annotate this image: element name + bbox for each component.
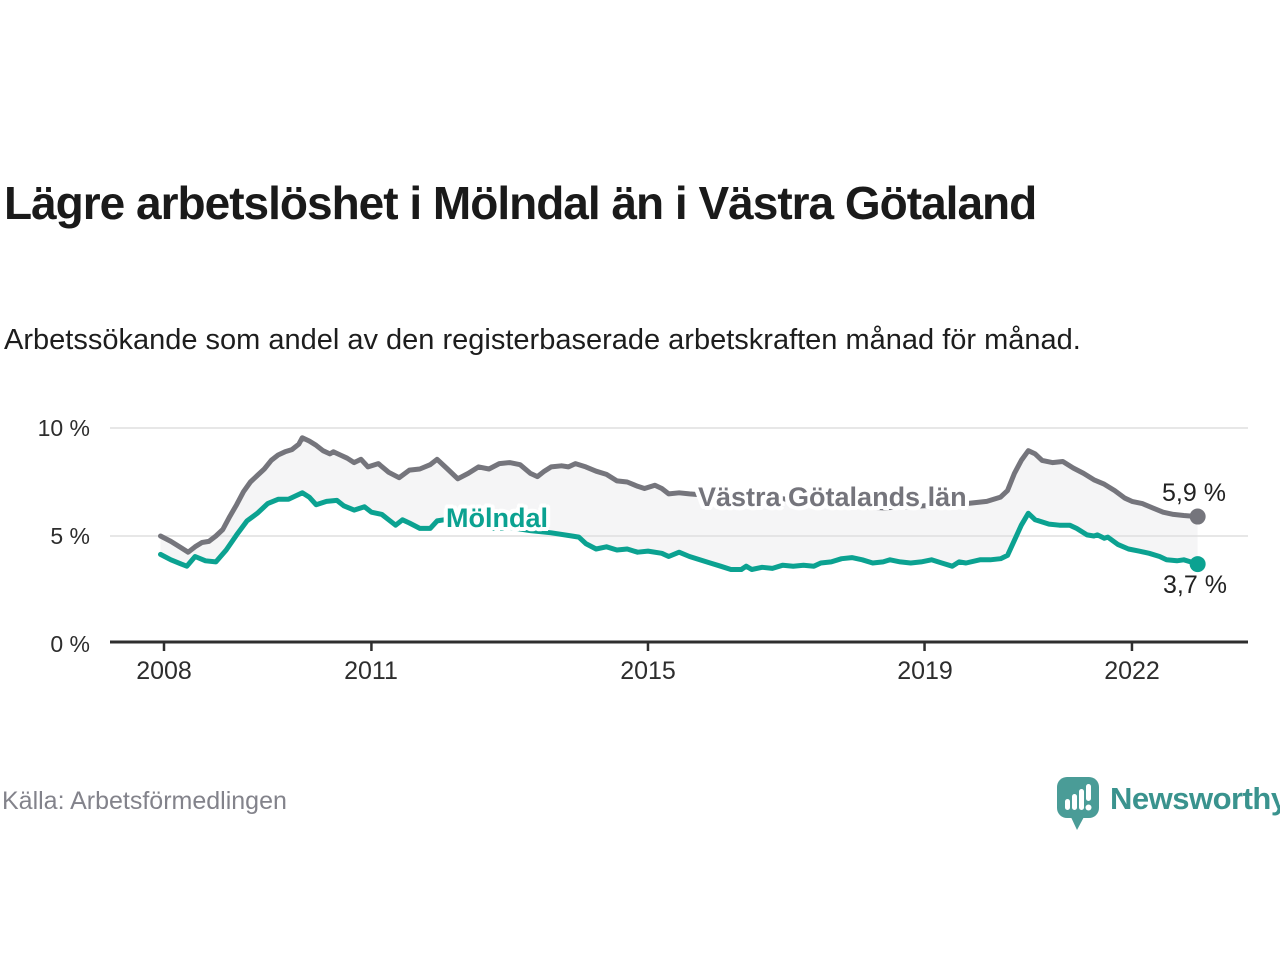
y-axis-label-10: 10 % bbox=[37, 415, 90, 441]
chart-subtitle: Arbetssökande som andel av den registerb… bbox=[4, 324, 1081, 356]
end-value-label-molndal: 3,7 % bbox=[1163, 571, 1227, 599]
series-label-vastra-gotalands-lan: Västra Götalands län bbox=[698, 482, 967, 512]
x-axis-label-2008: 2008 bbox=[136, 657, 192, 685]
bar-chart-speech-bubble-icon bbox=[1057, 777, 1099, 830]
series-label-molndal: Mölndal bbox=[446, 503, 548, 533]
series-line-v-stra-g-talands-l-n bbox=[158, 435, 1201, 555]
series-end-dot-v-stra-g-talands-l-n bbox=[1189, 508, 1206, 525]
page-title: Lägre arbetslöshet i Mölndal än i Västra… bbox=[4, 176, 1037, 229]
brand-name: Newsworthy bbox=[1110, 781, 1280, 816]
x-axis-label-2011: 2011 bbox=[344, 657, 398, 685]
series-line-m-lndal bbox=[158, 490, 1201, 572]
line-chart bbox=[110, 427, 1248, 651]
x-axis-label-2019: 2019 bbox=[897, 657, 953, 685]
end-value-label-vastra-gotalands-lan: 5,9 % bbox=[1162, 479, 1226, 507]
y-axis-label-5: 5 % bbox=[50, 523, 90, 549]
source-note: Källa: Arbetsförmedlingen bbox=[2, 787, 287, 815]
x-axis-label-2015: 2015 bbox=[620, 657, 676, 685]
series-end-dot-m-lndal bbox=[1189, 556, 1206, 573]
y-axis-label-0: 0 % bbox=[50, 631, 90, 657]
newsworthy-branding: Newsworthy bbox=[1056, 775, 1280, 831]
x-axis-label-2022: 2022 bbox=[1104, 657, 1160, 685]
